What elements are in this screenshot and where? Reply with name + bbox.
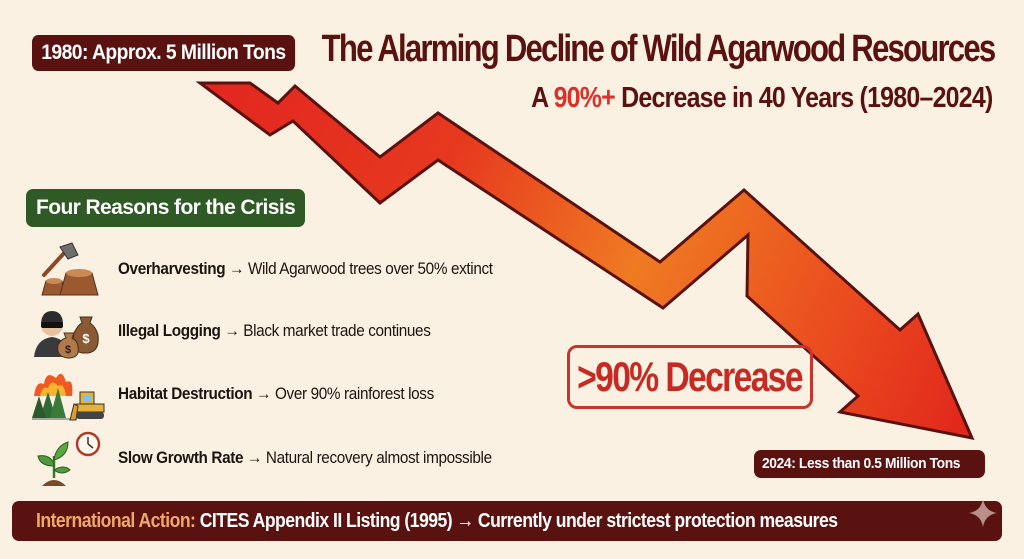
- svg-text:$: $: [65, 344, 71, 356]
- page-title: The Alarming Decline of Wild Agarwood Re…: [321, 28, 996, 70]
- svg-text:$: $: [82, 331, 90, 346]
- reasons-header: Four Reasons for the Crisis: [26, 189, 306, 227]
- arrow-separator: →: [220, 321, 244, 340]
- footer-text: CITES Appendix II Listing (1995) → Curre…: [195, 510, 838, 532]
- reason-text: Overharvesting → Wild Agarwood trees ove…: [118, 259, 493, 279]
- footer-banner: International Action: CITES Appendix II …: [12, 501, 1002, 541]
- reason-item-overharvesting: Overharvesting → Wild Agarwood trees ove…: [30, 241, 534, 297]
- footer-highlight: International Action:: [36, 510, 196, 532]
- arrow-separator: →: [225, 259, 248, 278]
- subtitle-prefix: A: [530, 82, 554, 114]
- reason-item-slow-growth-rate: Slow Growth Rate → Natural recovery almo…: [30, 430, 533, 486]
- reason-text: Illegal Logging → Black market trade con…: [118, 321, 431, 341]
- reason-label: Overharvesting: [118, 259, 226, 278]
- reason-item-illegal-logging: $ $ Illegal Logging → Black market trade…: [30, 303, 465, 359]
- start-value-label: 1980: Approx. 5 Million Tons: [32, 35, 295, 71]
- page-subtitle: A 90%+ Decrease in 40 Years (1980–2024): [530, 82, 993, 115]
- reason-text: Slow Growth Rate → Natural recovery almo…: [118, 448, 492, 468]
- end-value-text: 2024: Less than 0.5 Million Tons: [762, 455, 961, 472]
- reason-detail: Black market trade continues: [243, 321, 431, 340]
- decrease-badge-text: >90% Decrease: [577, 353, 804, 400]
- reason-detail: Natural recovery almost impossible: [265, 448, 492, 467]
- forest-fire-bulldozer-icon: [32, 373, 105, 421]
- decrease-badge: >90% Decrease: [567, 345, 813, 409]
- arrow-separator: →: [252, 384, 276, 403]
- reason-detail: Over 90% rainforest loss: [275, 384, 434, 403]
- axe-stump-icon: [41, 242, 99, 296]
- reason-item-habitat-destruction: Habitat Destruction → Over 90% rainfores…: [30, 366, 469, 422]
- reason-label: Illegal Logging: [118, 321, 221, 340]
- seedling-clock-icon: [37, 431, 101, 486]
- reason-label: Habitat Destruction: [118, 384, 253, 403]
- thief-money-bag-icon: $ $: [34, 311, 99, 359]
- reason-text: Habitat Destruction → Over 90% rainfores…: [118, 384, 434, 404]
- subtitle-highlight: 90%+: [553, 82, 615, 114]
- sparkle-icon: [969, 499, 997, 527]
- subtitle-suffix: Decrease in 40 Years (1980–2024): [614, 82, 993, 114]
- reason-detail: Wild Agarwood trees over 50% extinct: [247, 259, 493, 278]
- arrow-separator: →: [243, 448, 266, 467]
- reason-label: Slow Growth Rate: [118, 448, 244, 467]
- end-value-label: 2024: Less than 0.5 Million Tons: [754, 450, 986, 478]
- arrow-body: [195, 81, 975, 441]
